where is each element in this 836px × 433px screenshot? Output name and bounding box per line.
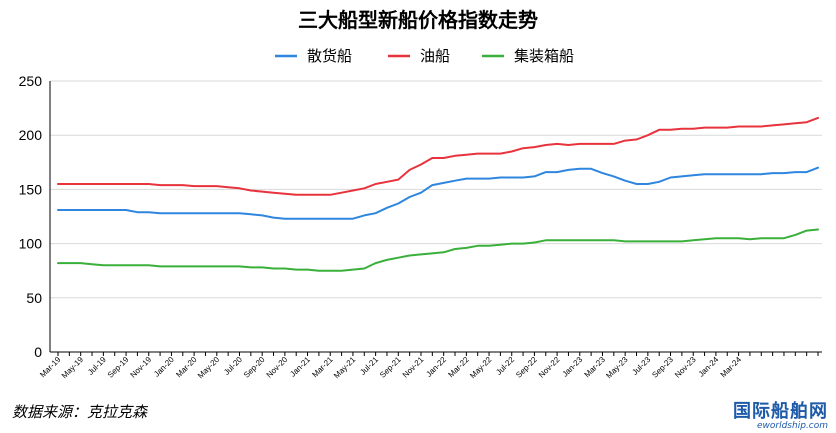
y-tick-label: 200	[19, 127, 43, 143]
x-tick-label: Nov-20	[265, 355, 290, 380]
watermark-url: eworldship.com	[756, 421, 828, 431]
x-tick-label: Jan-21	[288, 355, 312, 379]
chart-legend: 散货船 油船 集装箱船	[275, 47, 574, 65]
y-tick-label: 100	[19, 236, 43, 252]
x-tick-label: Jan-24	[697, 355, 721, 379]
legend-label: 散货船	[307, 47, 352, 65]
series-line-1	[57, 116, 819, 196]
x-tick-label: Sep-21	[378, 355, 403, 380]
y-tick-label: 0	[34, 344, 42, 360]
legend-label: 集装箱船	[514, 47, 574, 65]
legend-label: 油船	[420, 47, 450, 65]
series-lines	[57, 116, 819, 272]
x-tick-label: Sep-19	[106, 355, 131, 380]
y-axis: 0 50 100 150 200 250	[19, 73, 51, 360]
x-tick-label: Nov-22	[537, 355, 562, 380]
x-tick-label: May-23	[604, 355, 630, 381]
x-tick-label: Mar-20	[174, 355, 199, 380]
x-tick-label: Mar-22	[446, 355, 471, 380]
x-tick-label: Jan-22	[424, 355, 448, 379]
x-tick-label: May-22	[468, 355, 494, 381]
x-tick-label: Nov-19	[129, 355, 154, 380]
x-tick-label: Sep-22	[514, 355, 539, 380]
data-source-note: 数据来源：克拉克森	[12, 403, 148, 421]
watermark-text: 国际船舶网	[733, 401, 828, 422]
x-tick-label: Nov-21	[401, 355, 426, 380]
line-chart: 三大船型新船价格指数走势 散货船 油船 集装箱船 0 50 100 150 200 250 M…	[19, 8, 822, 381]
x-tick-label: Sep-20	[242, 355, 267, 380]
x-tick-label: Nov-23	[673, 355, 698, 380]
x-tick-label: Sep-23	[650, 355, 675, 380]
y-tick-label: 250	[19, 73, 43, 89]
y-tick-label: 50	[26, 290, 42, 306]
x-tick-label: Jan-20	[152, 355, 176, 379]
series-line-0	[57, 166, 819, 220]
x-tick-label: May-21	[332, 355, 358, 381]
y-tick-label: 150	[19, 181, 43, 197]
x-tick-label: May-19	[60, 355, 86, 381]
x-tick-label: Mar-23	[583, 355, 608, 380]
chart-title: 三大船型新船价格指数走势	[298, 8, 538, 32]
series-line-2	[57, 228, 819, 272]
x-tick-label: Mar-24	[719, 355, 744, 380]
watermark-logo: 国际船舶网 eworldship.com	[733, 401, 828, 432]
x-tick-label: Mar-21	[310, 355, 335, 380]
x-tick-label: May-20	[196, 355, 222, 381]
x-tick-label: Jan-23	[561, 355, 585, 379]
y-gridlines	[50, 80, 822, 299]
